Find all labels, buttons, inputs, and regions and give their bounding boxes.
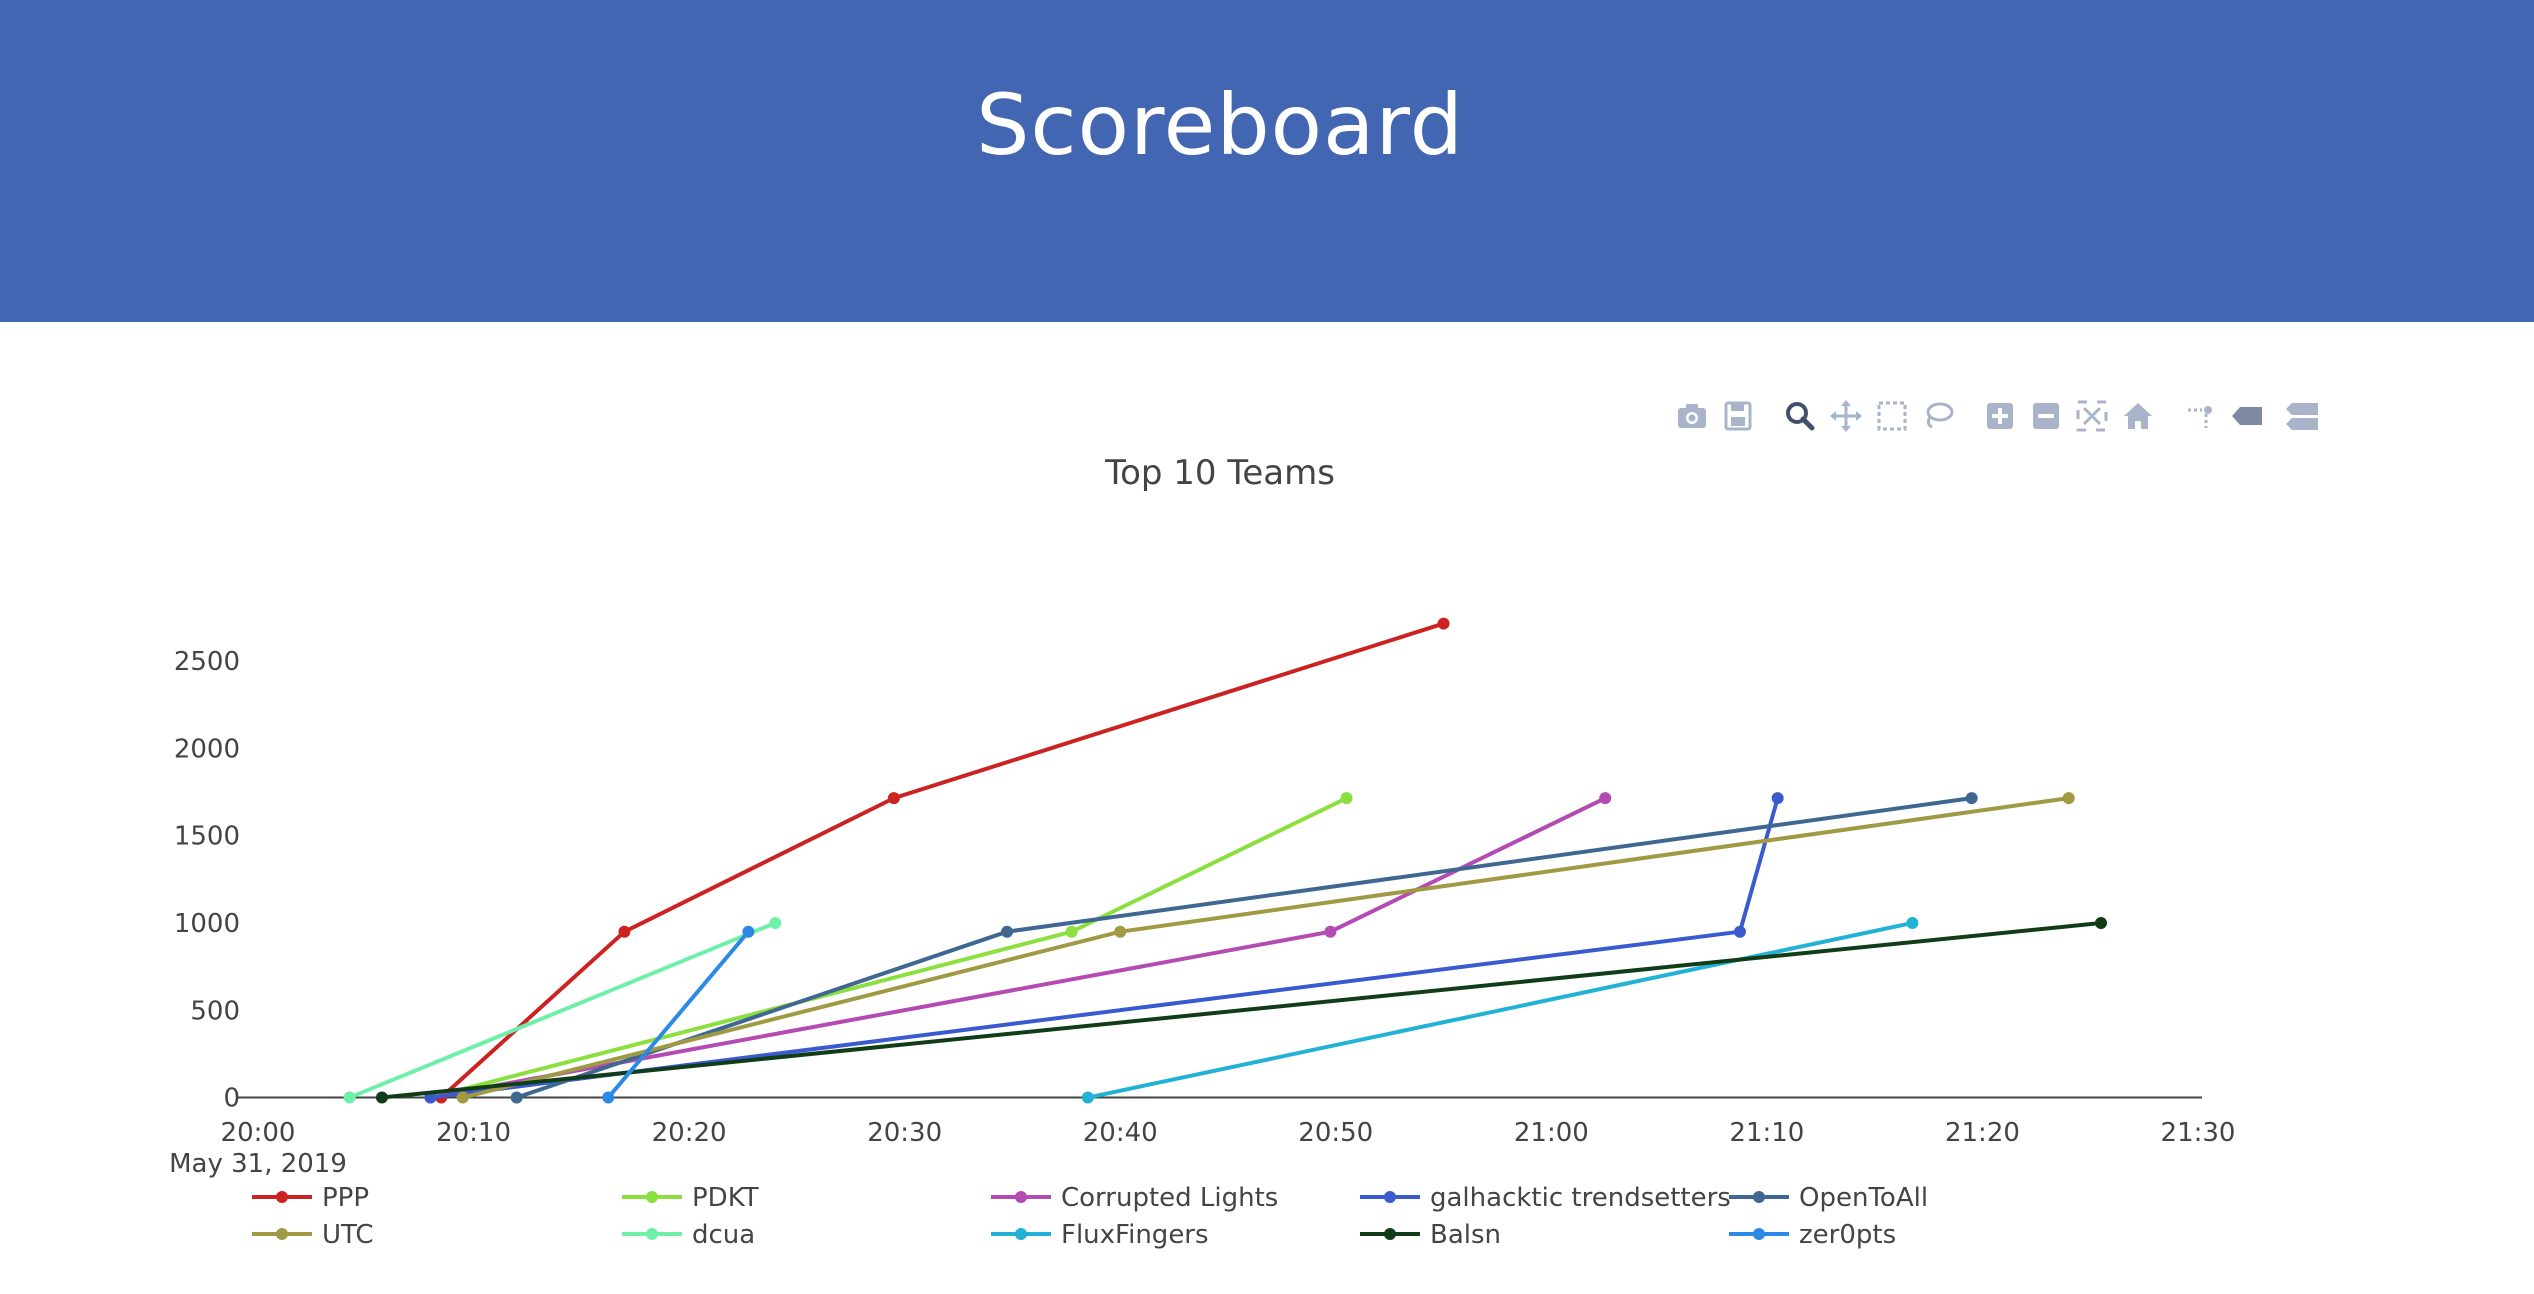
y-tick-label: 1000	[174, 909, 240, 939]
camera-icon[interactable]	[1670, 394, 1714, 438]
series-line	[462, 796, 2069, 1100]
series-point	[887, 792, 900, 805]
series-point	[1114, 925, 1127, 938]
hover-closest-icon[interactable]	[2224, 394, 2268, 438]
series-line	[606, 930, 750, 1099]
legend-swatch-marker	[276, 1191, 288, 1203]
series-line	[429, 796, 1348, 1100]
series-point	[602, 1091, 615, 1104]
y-tick-label: 2500	[174, 647, 240, 677]
legend-label: dcua	[692, 1220, 755, 1250]
x-tick-label: 20:30	[867, 1118, 942, 1148]
series-point	[510, 1091, 523, 1104]
legend-swatch-marker	[1753, 1228, 1765, 1240]
series-point	[742, 925, 755, 938]
series-point	[1733, 925, 1746, 938]
series-point	[375, 1091, 388, 1104]
legend-swatch-marker	[646, 1228, 658, 1240]
x-date-label: May 31, 2019	[169, 1149, 347, 1179]
y-tick-label: 1500	[174, 822, 240, 852]
x-tick-label: 20:20	[652, 1118, 727, 1148]
legend-label: OpenToAll	[1799, 1183, 1928, 1213]
series-point	[1065, 925, 1078, 938]
series-point	[1324, 925, 1337, 938]
page-title: Scoreboard	[976, 76, 1464, 174]
series-point	[1599, 792, 1612, 805]
legend-swatch-marker	[1015, 1191, 1027, 1203]
x-tick-label: 20:40	[1083, 1118, 1158, 1148]
legend-swatch-marker	[1015, 1228, 1027, 1240]
zoom-icon[interactable]	[1778, 394, 1822, 438]
x-tick-label: 20:00	[221, 1118, 296, 1148]
legend-label: PPP	[322, 1183, 369, 1213]
legend-label: Corrupted Lights	[1061, 1183, 1278, 1213]
y-tick-label: 500	[190, 996, 240, 1026]
series-line	[439, 621, 1445, 1100]
legend-label: FluxFingers	[1061, 1220, 1209, 1250]
x-tick-label: 20:50	[1298, 1118, 1373, 1148]
legend-swatch-marker	[1753, 1191, 1765, 1203]
series-point	[618, 925, 631, 938]
save-icon[interactable]	[1716, 394, 1760, 438]
series-line	[348, 921, 777, 1100]
legend-label: PDKT	[692, 1183, 759, 1213]
legend-label: zer0pts	[1799, 1220, 1896, 1250]
hover-compare-icon[interactable]	[2280, 394, 2324, 438]
series-point	[1437, 617, 1450, 630]
pan-icon[interactable]	[1824, 394, 1868, 438]
x-tick-label: 20:10	[436, 1118, 511, 1148]
x-tick-label: 21:10	[1729, 1118, 1804, 1148]
lasso-select-icon[interactable]	[1916, 394, 1960, 438]
series-point	[1340, 792, 1353, 805]
series-point	[2062, 792, 2075, 805]
chart-toolbar	[1670, 394, 2360, 438]
legend-swatch-marker	[276, 1228, 288, 1240]
legend-swatch-marker	[646, 1191, 658, 1203]
series-point	[769, 916, 782, 929]
box-select-icon[interactable]	[1870, 394, 1914, 438]
series-point	[1081, 1091, 1094, 1104]
series-point	[343, 1091, 356, 1104]
legend-label: Balsn	[1430, 1220, 1501, 1250]
legend-label: galhacktic trendsetters	[1430, 1183, 1731, 1213]
autoscale-icon[interactable]	[2070, 394, 2114, 438]
y-tick-label: 0	[223, 1084, 240, 1114]
y-tick-label: 2000	[174, 734, 240, 764]
series-point	[456, 1091, 469, 1104]
x-tick-label: 21:30	[2161, 1118, 2236, 1148]
x-tick-label: 21:20	[1945, 1118, 2020, 1148]
series-point	[1771, 792, 1784, 805]
series-line	[430, 797, 1780, 1100]
zoom-in-icon[interactable]	[1978, 394, 2022, 438]
series-point	[1906, 916, 1919, 929]
series-line	[381, 920, 2102, 1100]
legend-swatch-marker	[1384, 1191, 1396, 1203]
line-chart: Top 10 Teams 0 500 1000 1500 2000 2500 20:00 20:…	[169, 453, 2236, 1250]
header-banner: Scoreboard	[0, 0, 2534, 322]
x-tick-label: 21:00	[1514, 1118, 1589, 1148]
spike-lines-icon[interactable]	[2178, 394, 2222, 438]
series-point	[1001, 925, 1014, 938]
series-point	[1965, 792, 1978, 805]
chart-title: Top 10 Teams	[1104, 453, 1335, 493]
zoom-out-icon[interactable]	[2024, 394, 2068, 438]
reset-axes-icon[interactable]	[2116, 394, 2160, 438]
series-line	[1087, 921, 1913, 1100]
legend-swatch-marker	[1384, 1228, 1396, 1240]
series-point	[2095, 916, 2107, 929]
legend-label: UTC	[322, 1220, 374, 1250]
